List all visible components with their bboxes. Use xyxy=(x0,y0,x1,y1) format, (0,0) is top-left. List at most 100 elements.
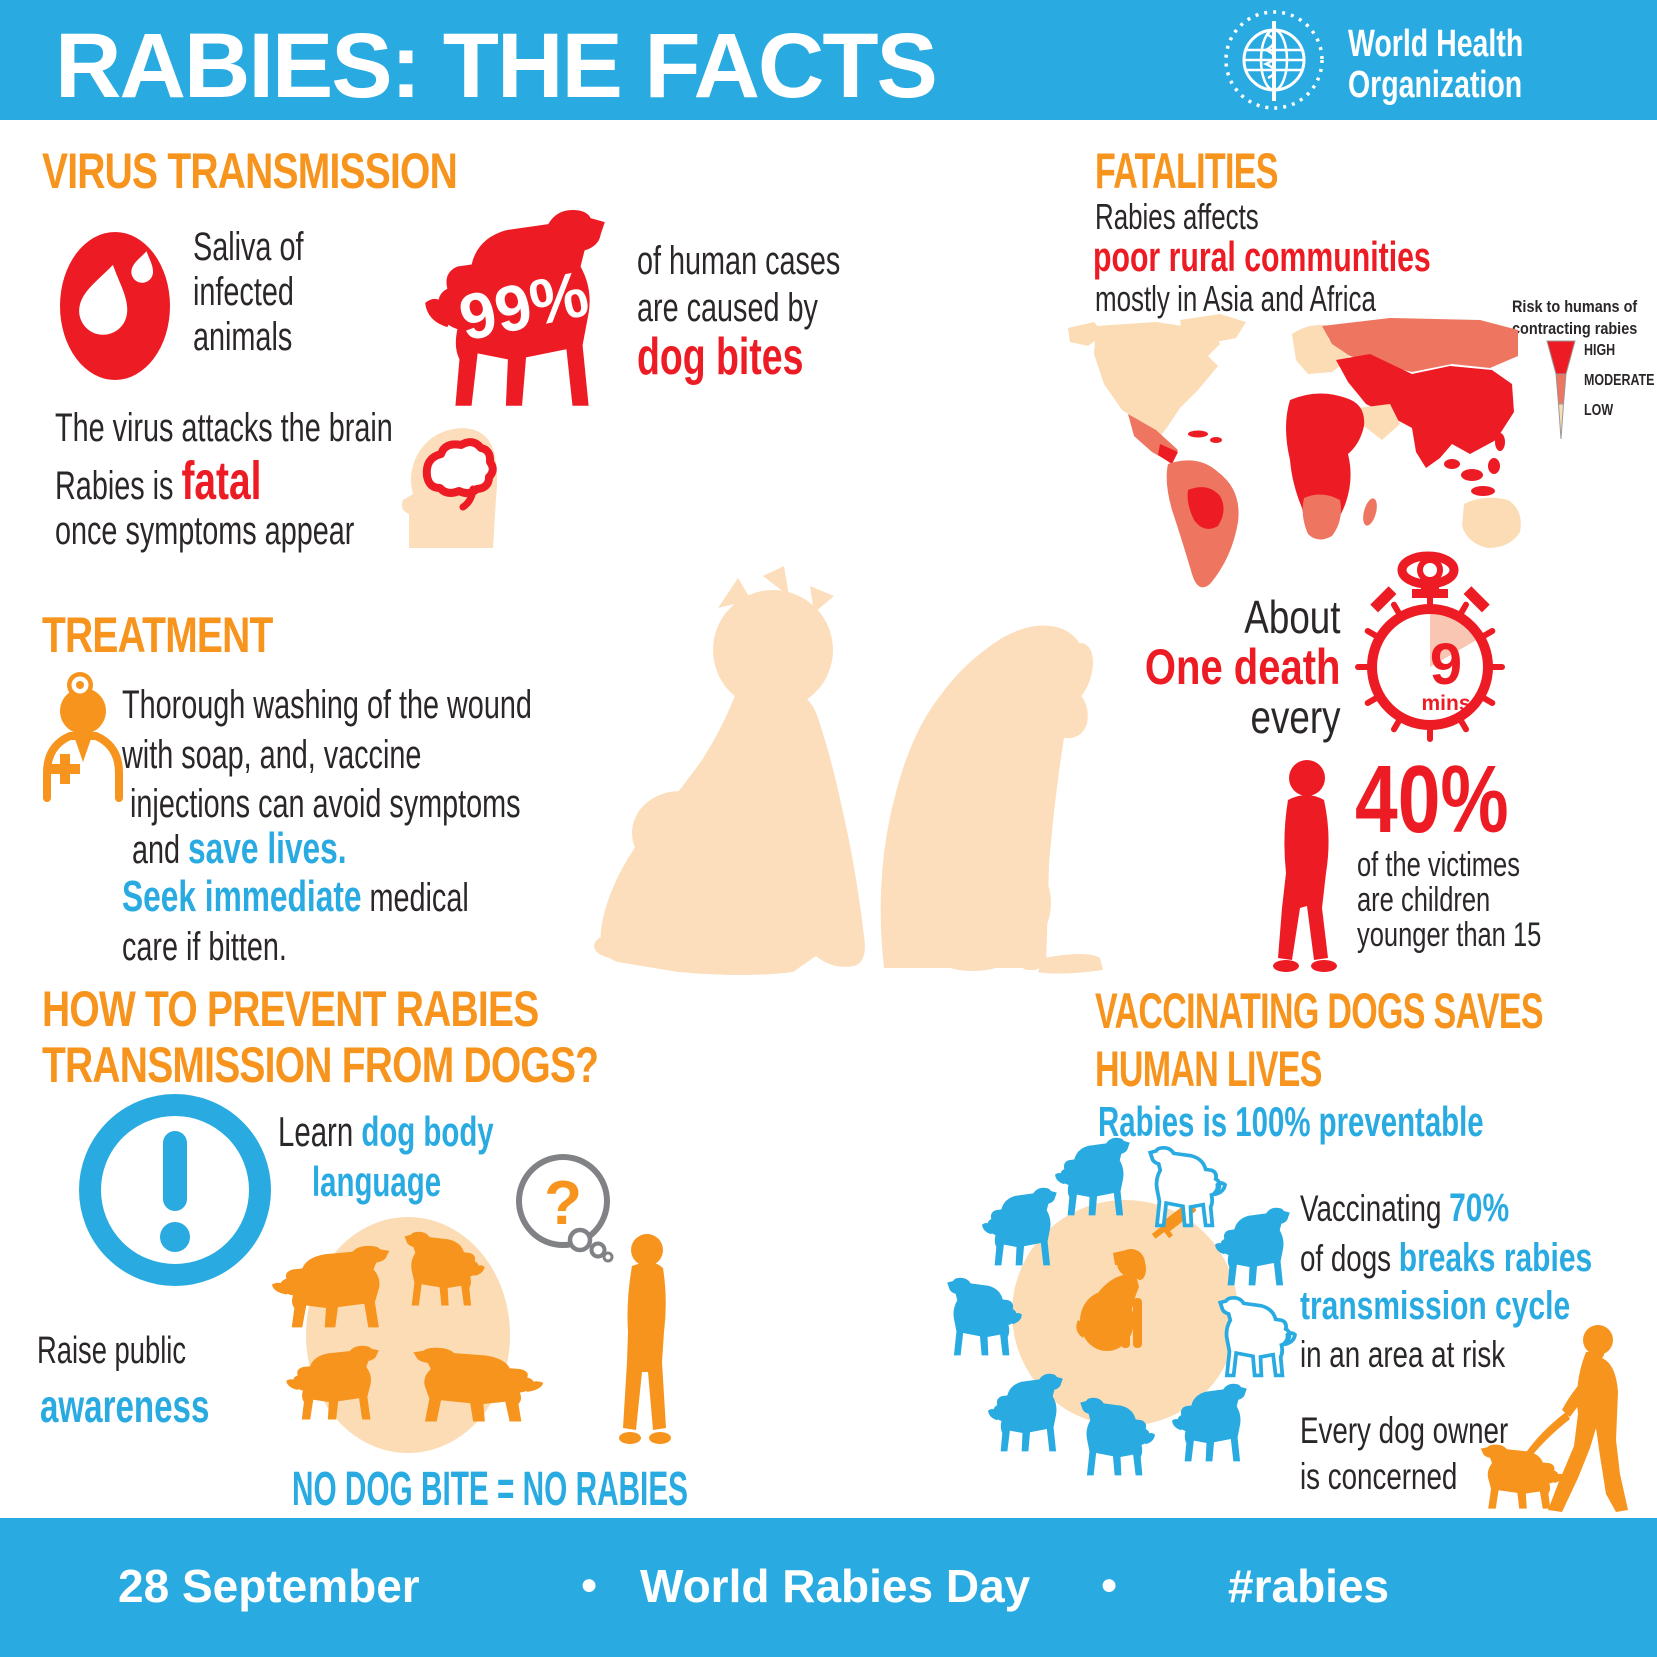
treatment-line4-period: . xyxy=(337,824,347,873)
dogs-circle-with-syringe xyxy=(947,1137,1297,1476)
section-heading-prevention-1: HOW TO PREVENT RABIES xyxy=(42,981,539,1037)
treatment-line1: Thorough washing of the wound xyxy=(122,683,532,727)
owner-line2: is concerned xyxy=(1300,1456,1458,1497)
stopwatch-icon: 9 mins xyxy=(1355,557,1505,742)
treatment-line4-prefix: and xyxy=(132,828,189,872)
footer-band: 28 September ● World Rabies Day ● #rabie… xyxy=(0,1518,1657,1657)
map-southern-africa xyxy=(1302,494,1341,540)
who-wordmark-line2: Organization xyxy=(1348,64,1523,106)
map-philippines xyxy=(1495,433,1505,451)
victims-line3: younger than 15 xyxy=(1357,916,1542,954)
treatment-line6: care if bitten. xyxy=(122,925,287,969)
page-title: RABIES: THE FACTS xyxy=(55,15,938,117)
timer-value: 9 xyxy=(1430,632,1462,697)
footer-date: 28 September xyxy=(118,1560,420,1612)
world-risk-map xyxy=(1068,314,1521,589)
map-south-america-high xyxy=(1187,487,1224,529)
fatal-word: fatal xyxy=(181,451,262,511)
head-with-brain-icon xyxy=(401,428,498,548)
risk-legend-triangle xyxy=(1546,340,1576,440)
cases-line3-dog-bites: dog bites xyxy=(637,328,804,386)
footer-bullet-2: ● xyxy=(1100,1568,1119,1601)
map-north-america xyxy=(1094,322,1220,442)
saliva-droplets-icon xyxy=(60,232,170,380)
question-mark: ? xyxy=(544,1169,582,1238)
cases-line2: are caused by xyxy=(637,286,818,330)
header-band: RABIES: THE FACTS World Health Organizat… xyxy=(0,0,1657,120)
fatalities-line3: mostly in Asia and Africa xyxy=(1095,278,1376,319)
section-heading-vaccination-2: HUMAN LIVES xyxy=(1095,1041,1322,1097)
footer-hashtag: #rabies xyxy=(1228,1560,1390,1612)
vacc-70pct: 70% xyxy=(1449,1186,1510,1230)
map-indonesia1 xyxy=(1444,459,1460,469)
one-death-text: One death xyxy=(1144,639,1340,695)
question-thought-bubble-icon: ? xyxy=(516,1154,614,1263)
red-dog-99-icon: 99% xyxy=(425,210,605,406)
map-central-america xyxy=(1158,444,1178,464)
map-caribbean xyxy=(1188,430,1208,438)
fatalities-line2-poor-rural: poor rural communities xyxy=(1093,233,1431,280)
owner-line1: Every dog owner xyxy=(1300,1410,1509,1451)
section-heading-treatment: TREATMENT xyxy=(42,607,273,663)
brain-line1: The virus attacks the brain xyxy=(55,406,393,450)
about-text: About xyxy=(1243,591,1340,643)
transmission-cycle-text: transmission cycle xyxy=(1300,1284,1571,1328)
victims-line1: of the victimes xyxy=(1357,846,1520,884)
language-text: language xyxy=(312,1158,442,1205)
fatalities-line1: Rabies affects xyxy=(1095,196,1259,237)
doctor-icon xyxy=(43,672,123,802)
dog-body-text: dog body xyxy=(361,1108,494,1155)
area-at-risk-text: in an area at risk xyxy=(1300,1334,1506,1375)
raise-line1: Raise public xyxy=(37,1330,187,1372)
victims-line2: are children xyxy=(1357,881,1491,919)
exclamation-circle-icon xyxy=(79,1094,271,1286)
vacc-line2-prefix: of dogs xyxy=(1300,1238,1399,1279)
preventable-subheading: Rabies is 100% preventable xyxy=(1098,1098,1484,1145)
map-madagascar xyxy=(1363,498,1377,526)
treatment-line5-suffix: medical xyxy=(361,876,469,920)
legend-label-low: LOW xyxy=(1584,402,1614,419)
who-wordmark-line1: World Health xyxy=(1348,23,1524,65)
timer-unit: mins xyxy=(1421,692,1470,715)
saliva-text-line2: infected xyxy=(193,270,294,314)
saliva-text-line1: Saliva of xyxy=(193,225,304,269)
map-caribbean2 xyxy=(1210,437,1222,443)
section-heading-fatalities: FATALITIES xyxy=(1095,143,1278,199)
raise-line2-awareness: awareness xyxy=(40,1380,210,1432)
legend-label-moderate: MODERATE xyxy=(1584,372,1655,389)
breaks-rabies-text: breaks rabies xyxy=(1398,1236,1593,1280)
footer-bullet-1: ● xyxy=(580,1568,599,1601)
map-indonesia4 xyxy=(1471,486,1495,496)
cases-line1: of human cases xyxy=(637,239,841,283)
saliva-text-line3: animals xyxy=(193,315,293,359)
brain-line2-prefix: Rabies is xyxy=(55,464,182,508)
save-lives-text: save lives xyxy=(188,824,338,873)
learn-prefix: Learn xyxy=(278,1108,362,1155)
map-australia xyxy=(1462,497,1521,548)
section-heading-prevention-2: TRANSMISSION FROM DOGS? xyxy=(42,1037,599,1093)
treatment-line2: with soap, and, vaccine xyxy=(122,733,422,777)
dog-body-language-illustration xyxy=(271,1217,544,1453)
victims-stat: 40% xyxy=(1355,746,1509,853)
legend-label-high: HIGH xyxy=(1584,342,1616,359)
boy-and-dog-silhouette xyxy=(594,566,1103,975)
person-walking-dog-icon xyxy=(1480,1325,1628,1512)
brain-line3: once symptoms appear xyxy=(55,509,355,553)
child-silhouette xyxy=(1273,760,1337,972)
boy-silhouette xyxy=(619,1234,671,1444)
map-arabia xyxy=(1358,404,1400,440)
legend-title-line2: contracting rabies xyxy=(1512,319,1638,338)
section-heading-vaccination-1: VACCINATING DOGS SAVES xyxy=(1095,983,1544,1039)
map-indonesia3 xyxy=(1488,458,1500,474)
vacc-line1-prefix: Vaccinating xyxy=(1300,1188,1450,1229)
footer-event: World Rabies Day xyxy=(640,1560,1031,1612)
every-text: every xyxy=(1250,691,1340,743)
map-asia-high xyxy=(1336,354,1514,468)
map-indonesia2 xyxy=(1461,469,1483,481)
slogan-no-dog-bite: NO DOG BITE = NO RABIES xyxy=(292,1463,689,1516)
center-dog-orange xyxy=(1076,1249,1146,1351)
treatment-line3: injections can avoid symptoms xyxy=(130,782,521,826)
legend-title-line1: Risk to humans of xyxy=(1512,297,1638,316)
who-emblem-icon xyxy=(1224,10,1324,110)
